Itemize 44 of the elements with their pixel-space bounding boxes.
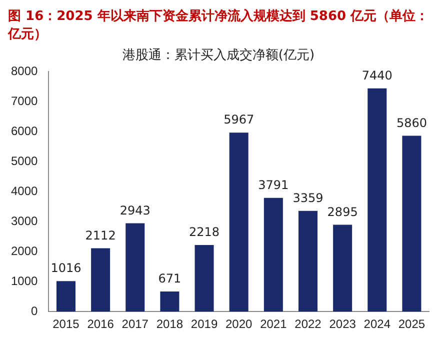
x-tick-label: 2017 — [122, 317, 149, 332]
bar — [298, 210, 318, 312]
x-tick-label: 2018 — [156, 317, 184, 332]
bar — [264, 198, 283, 312]
data-label: 671 — [158, 272, 182, 286]
data-label: 2218 — [189, 225, 220, 240]
data-label: 2112 — [85, 228, 116, 242]
data-label: 1016 — [50, 261, 82, 276]
y-tick-label: 0 — [31, 304, 38, 318]
data-label: 5967 — [224, 112, 254, 127]
bar — [368, 88, 387, 312]
chart-subtitle: 港股通：累计买入成交净额(亿元) — [122, 47, 315, 64]
bar — [56, 281, 76, 312]
y-tick-label: 5000 — [10, 154, 38, 168]
bar — [229, 132, 248, 312]
x-tick-label: 2016 — [87, 317, 114, 332]
y-tick-label: 7000 — [10, 94, 38, 108]
x-tick-label: 2022 — [294, 317, 322, 332]
y-tick-label: 2000 — [10, 244, 38, 258]
y-tick-label: 6000 — [10, 124, 38, 138]
x-tick-label: 2025 — [398, 317, 426, 332]
x-tick-label: 2024 — [364, 317, 391, 332]
chart-title: 图 16：2025 年以来南下资金累计净流入规模达到 5860 亿元（单位：亿元） — [8, 8, 430, 44]
x-tick-label: 2015 — [52, 317, 80, 332]
bar — [194, 245, 214, 312]
data-label: 7440 — [362, 68, 392, 83]
x-tick-label: 2021 — [260, 317, 288, 332]
bar — [402, 136, 422, 312]
x-tick-label: 2023 — [329, 317, 356, 332]
data-label: 5860 — [396, 116, 427, 130]
x-tick-label: 2019 — [190, 317, 218, 332]
bar — [91, 248, 110, 312]
data-label: 3359 — [292, 190, 324, 205]
y-tick-label: 3000 — [10, 214, 38, 228]
data-label: 3791 — [258, 178, 289, 192]
x-tick-label: 2020 — [225, 317, 253, 332]
y-tick-label: 1000 — [10, 274, 38, 288]
y-tick-label: 4000 — [10, 184, 38, 198]
bar — [126, 223, 145, 312]
data-label: 2943 — [120, 203, 150, 218]
data-label: 2895 — [327, 204, 358, 219]
y-tick-label: 8000 — [10, 64, 38, 78]
bar — [333, 224, 352, 312]
bar — [160, 291, 180, 312]
